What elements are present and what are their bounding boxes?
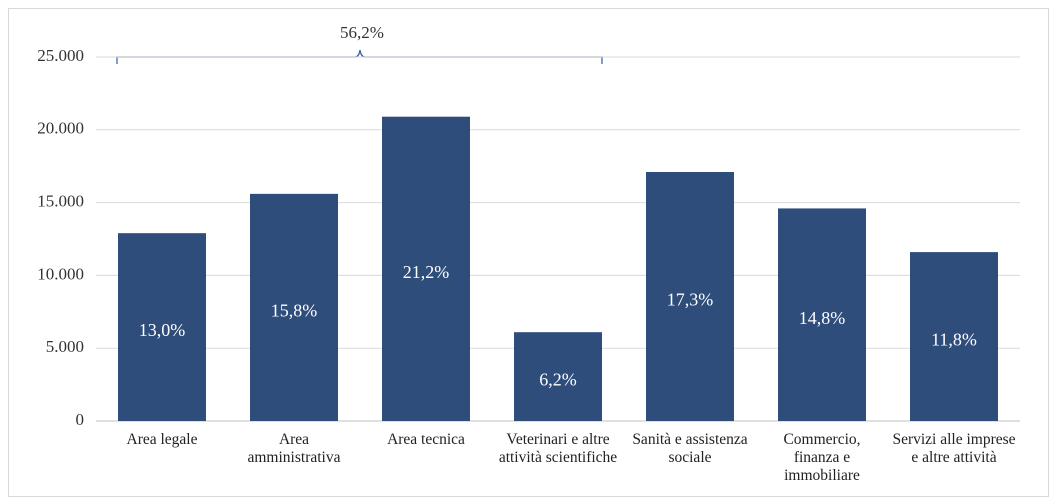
bar: [382, 116, 470, 422]
x-tick-label: Area legale: [126, 431, 198, 448]
x-tick-label: Veterinari e altre attività scientifiche: [498, 431, 618, 466]
y-tick-label: 10.000: [37, 264, 84, 283]
x-tick-label: Sanità e assistenza sociale: [632, 431, 748, 466]
chart-border: [8, 8, 1049, 497]
bar: [250, 193, 338, 421]
y-tick-label: 0: [76, 410, 85, 429]
y-tick-label: 20.000: [37, 119, 84, 138]
bar: [778, 208, 866, 421]
share-label: 11,8%: [931, 330, 977, 350]
x-tick-label: Area tecnica: [387, 431, 465, 448]
x-tick-label: Commercio, finanza e immobiliare: [783, 431, 861, 484]
bar: [514, 332, 602, 421]
y-tick-label: 15.000: [37, 192, 84, 211]
share-label: 17,3%: [667, 290, 714, 310]
bar: [910, 252, 998, 421]
bracket-label: 56,2%: [340, 23, 384, 42]
x-tick-label: Servizi alle imprese e altre attività: [892, 431, 1016, 466]
x-tick-label: Area amministrativa: [247, 431, 341, 466]
share-label: 15,8%: [271, 301, 318, 321]
share-label: 6,2%: [539, 370, 577, 390]
share-label: 21,2%: [403, 262, 450, 282]
y-tick-label: 5.000: [46, 337, 84, 356]
share-label: 14,8%: [799, 308, 846, 328]
bar: [118, 233, 206, 421]
y-tick-label: 25.000: [37, 46, 84, 65]
bar: [646, 172, 734, 421]
share-label: 13,0%: [139, 320, 186, 340]
